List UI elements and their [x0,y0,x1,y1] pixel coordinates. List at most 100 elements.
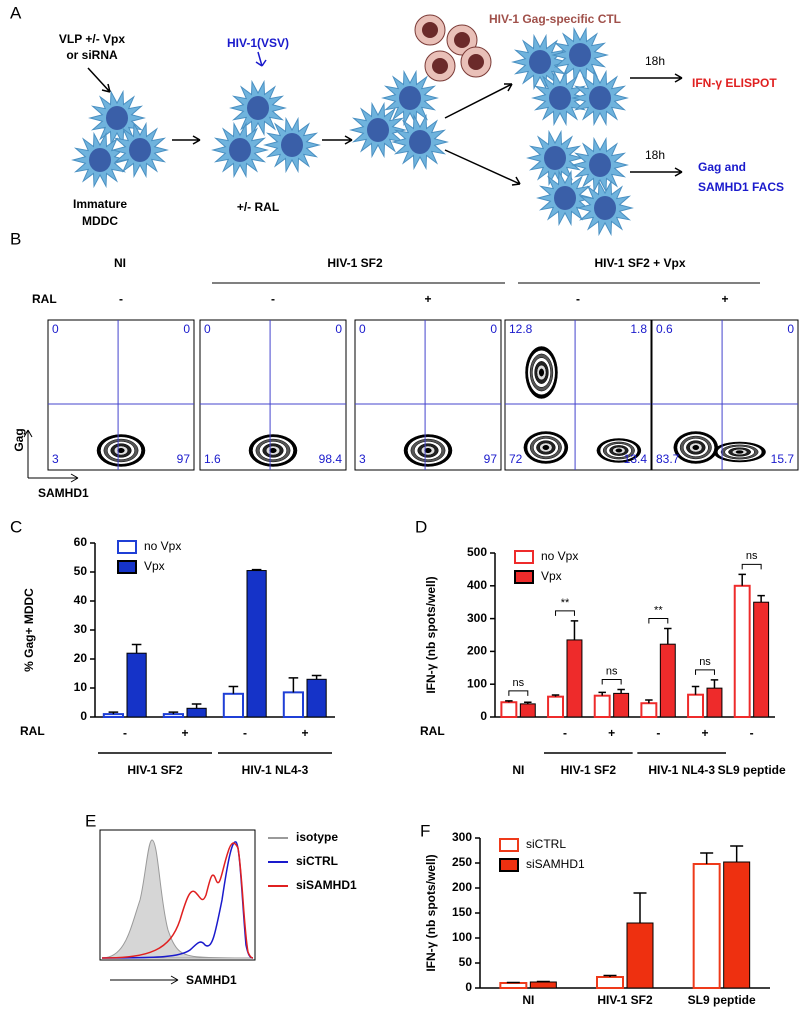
row-label: RAL [420,724,445,738]
group-label: HIV-1 SF2 [127,763,183,777]
isotype-curve [101,839,254,959]
quadrant-value: 0 [52,322,59,336]
x-tick-label: - [123,726,127,740]
legend-label: no Vpx [144,539,181,553]
significance-label: ns [746,550,758,562]
quadrant-value: 0 [490,322,497,336]
cell-nucleus [554,186,576,210]
quadrant-value: 0 [204,322,211,336]
bar [723,861,751,989]
error-bar [251,568,262,571]
x-tick-label: - [656,726,660,740]
facs-group: NI [114,256,126,270]
y-tick-label: 50 [74,564,88,578]
y-tick-label: 500 [467,545,487,559]
y-tick-label: 10 [74,680,88,694]
legend-swatch [499,858,519,872]
y-axis-label: % Gag+ MDDC [22,588,36,672]
significance-bracket [648,617,669,624]
sictrl-curve [101,841,254,959]
quadrant-value: 3 [359,452,366,466]
quadrant-value: 1.8 [630,322,647,336]
x-tick-label: + [608,726,615,740]
contour [692,444,700,451]
bar [692,863,721,989]
step-label: or siRNA [66,48,118,62]
y-tick-label: 100 [452,930,472,944]
error-bar [288,677,299,693]
y-tick-label: 300 [467,611,487,625]
contour [117,447,125,454]
bar [519,703,536,718]
cell-nucleus [569,43,591,67]
step-label: IFN-γ ELISPOT [692,76,777,90]
y-tick-label: 250 [452,855,472,869]
virus-arrow [255,51,267,67]
cell-nucleus [129,138,151,162]
cell-nucleus [399,86,421,110]
bar [547,695,564,719]
bar [659,643,676,718]
step-label: 18h [645,54,665,68]
error-bar [617,688,625,694]
panel-label: F [420,821,430,840]
error-bar [598,691,606,696]
bar [306,678,327,718]
quadrant-value: 97 [177,452,191,466]
error-bar [108,711,119,715]
group-label: NI [512,763,524,777]
error-bar [131,643,142,654]
x-tick-label: + [701,726,708,740]
legend-swatch [117,560,137,574]
y-tick-label: 400 [467,578,487,592]
bar [529,981,557,989]
facs-group: HIV-1 SF2 + Vpx [594,256,685,270]
group-label: SL9 peptide [718,763,786,777]
cell-nucleus [367,118,389,142]
axis-arrow [110,975,179,985]
group-label: HIV-1 NL4-3 [242,763,309,777]
step-label: MDDC [82,214,118,228]
bar [186,707,207,718]
legend-label: siCTRL [526,837,566,851]
facs-group: HIV-1 SF2 [327,256,383,270]
step-label: SAMHD1 FACS [698,180,784,194]
error-bar [664,627,672,645]
legend-label: siSAMHD1 [296,878,357,892]
y-tick-label: 60 [74,535,88,549]
panel-label: D [415,517,427,536]
y-tick-label: 20 [74,651,88,665]
bar [222,692,245,718]
quadrant-value: 12.8 [509,322,533,336]
significance-label: ** [654,604,663,616]
error-bar [757,594,765,603]
bar [687,693,704,718]
bar [733,584,751,718]
error-bar [603,974,617,977]
axis-arrows [23,429,79,483]
bar [640,702,658,718]
panel-label: E [85,811,96,830]
bar [282,691,304,718]
step-label: VLP +/- Vpx [59,32,125,46]
quadrant-value: 0 [183,322,190,336]
panel-label: C [10,517,22,536]
ctl-nucleus [468,54,484,70]
significance-bracket [695,669,715,675]
quadrant-value: 1.6 [204,452,221,466]
y-tick-label: 200 [467,644,487,658]
significance-bracket [555,610,575,616]
quadrant-value: 0.6 [656,322,673,336]
ral-sign: - [271,292,275,306]
legend-swatch [514,550,534,564]
contour [269,447,277,454]
y-tick-label: 200 [452,880,472,894]
error-bar [570,620,579,640]
axis-label: Gag [12,428,26,451]
bar [593,694,611,718]
significance-label: ns [513,677,525,689]
step-label: HIV-1(VSV) [227,36,289,50]
ral-sign: - [576,292,580,306]
y-axis-label: IFN-γ (nb spots/well) [424,576,438,693]
